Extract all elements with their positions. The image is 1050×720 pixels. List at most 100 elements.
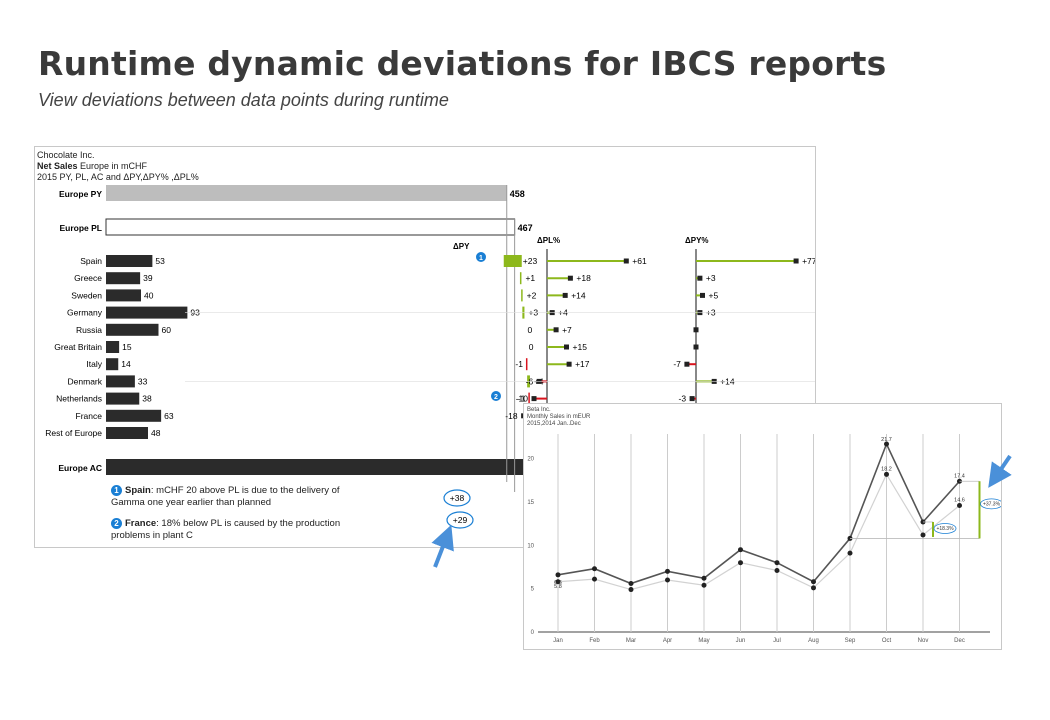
dplp-value: -10 xyxy=(516,394,529,404)
ac-value: 33 xyxy=(138,376,148,386)
series-2015-point xyxy=(774,560,780,566)
report-measure: Net Sales Europe in mCHF xyxy=(37,161,147,172)
report2-measure: Monthly Sales in mEUR xyxy=(527,414,591,420)
series-2014-point xyxy=(592,576,597,582)
series-2014-point xyxy=(811,585,816,591)
total-label-ac: Europe AC xyxy=(58,463,102,473)
ac-bar xyxy=(106,409,162,422)
total-bar-pl xyxy=(105,218,516,236)
badge-2 xyxy=(491,391,501,401)
note-1-line2: Gamma one year earlier than planned xyxy=(111,497,272,508)
ac-value: 40 xyxy=(144,290,154,300)
dpyp-value: +77 xyxy=(802,256,815,266)
deviation-bubble-pl xyxy=(446,511,474,529)
series-2014-point xyxy=(555,579,561,585)
report2-scenario: 2015,2014 Jan..Dec xyxy=(527,421,581,427)
total-value-pl: 467 xyxy=(518,223,533,233)
series-2015-line xyxy=(557,441,961,585)
x-tick: Mar xyxy=(626,638,636,644)
series-2014-point xyxy=(628,587,634,593)
dplp-value: +7 xyxy=(562,325,572,335)
measure-name: Net Sales xyxy=(37,161,78,171)
dpy-bar xyxy=(503,255,522,267)
x-tick: Sep xyxy=(845,638,856,644)
ac-bar xyxy=(106,323,159,336)
category-label: Denmark xyxy=(68,376,103,386)
dplp-value: +15 xyxy=(573,342,588,352)
dpyp-pin-head xyxy=(793,258,799,264)
dplp-pin-head xyxy=(566,361,572,367)
dpy-value: -1 xyxy=(515,359,523,369)
total-label-pl: Europe PL xyxy=(59,223,102,233)
deviation-py-label: +38 xyxy=(450,493,465,503)
dpyp-pin-head xyxy=(697,275,703,281)
dpy-bar xyxy=(525,358,528,371)
slide-title: Runtime dynamic deviations for IBCS repo… xyxy=(38,44,887,83)
badge-1 xyxy=(476,252,486,262)
ac-bar xyxy=(106,341,120,353)
note-badge-1: 1 xyxy=(111,485,122,496)
dpyp-pin-head xyxy=(700,292,705,298)
label-jan-2015: 6.6 xyxy=(554,580,562,586)
ac-bar xyxy=(106,427,148,439)
category-label: Great Britain xyxy=(54,342,102,352)
dplp-value: +17 xyxy=(575,359,590,369)
y-tick: 20 xyxy=(527,457,534,463)
ac-bar xyxy=(106,392,140,405)
category-label: Spain xyxy=(80,256,102,266)
report-scenario: 2015 PY, PL, AC and ΔPY,ΔPY% ,ΔPL% xyxy=(37,172,199,182)
series-2014-point xyxy=(701,582,707,588)
dev-bubble-dec xyxy=(980,498,1001,510)
x-tick: Nov xyxy=(918,638,929,644)
series-2014-point xyxy=(738,560,743,566)
series-2014-point xyxy=(665,577,670,583)
note-2-line1: : 18% below PL is caused by the producti… xyxy=(156,518,341,529)
series-2014-point xyxy=(774,567,780,573)
ac-bar xyxy=(106,272,141,285)
series-2015-point xyxy=(738,547,743,553)
label-jan-2014: 5.8 xyxy=(554,584,562,590)
ac-value: 39 xyxy=(143,273,153,283)
dplp-pin-head xyxy=(531,396,537,402)
category-label: Greece xyxy=(74,273,102,283)
total-label-py: Europe PY xyxy=(59,189,102,199)
header-dpy: ΔPY xyxy=(453,242,470,251)
report2-company: Beta Inc. xyxy=(527,407,551,413)
dpyp-value: -3 xyxy=(679,394,687,404)
measure-rest: Europe in mCHF xyxy=(77,161,148,171)
x-tick: Jun xyxy=(736,638,746,644)
ac-value: 14 xyxy=(121,359,131,369)
dpy-value: 0 xyxy=(529,342,534,352)
dplp-pin-head xyxy=(623,258,629,264)
dpy-value: +2 xyxy=(527,290,537,300)
y-tick: 0 xyxy=(531,630,535,636)
series-2015-point xyxy=(555,572,561,578)
ac-bar xyxy=(106,306,188,319)
series-2014-point xyxy=(847,550,853,556)
total-value-py: 458 xyxy=(510,189,525,199)
y-tick: 10 xyxy=(527,543,534,549)
series-2014-point xyxy=(920,532,926,538)
series-2015-point xyxy=(665,568,670,574)
monthly-sales-report: Beta Inc. Monthly Sales in mEUR 2015,201… xyxy=(523,403,1002,650)
dpy-value: -1 xyxy=(518,394,526,404)
y-tick: 5 xyxy=(531,587,535,593)
dpy-value: 0 xyxy=(528,325,533,335)
ac-bar xyxy=(106,289,141,302)
note-badge-2: 2 xyxy=(111,518,122,529)
category-label: Germany xyxy=(67,308,103,318)
ac-value: 48 xyxy=(151,428,161,438)
dplp-pin-head xyxy=(553,327,559,333)
category-label: Russia xyxy=(76,325,102,335)
ac-bar xyxy=(106,255,153,267)
note-france: 2 France: 18% below PL is caused by the p… xyxy=(111,518,340,542)
badge-1-num: 1 xyxy=(479,255,483,262)
dpyp-pin-head xyxy=(693,327,699,333)
ac-value: 63 xyxy=(164,411,174,421)
dplp-pin-head xyxy=(567,275,573,281)
dplp-value: +14 xyxy=(571,290,586,300)
ac-value: 38 xyxy=(142,394,152,404)
category-label: Sweden xyxy=(71,290,102,300)
total-bar-ac xyxy=(106,459,540,475)
category-label: Italy xyxy=(86,359,102,369)
